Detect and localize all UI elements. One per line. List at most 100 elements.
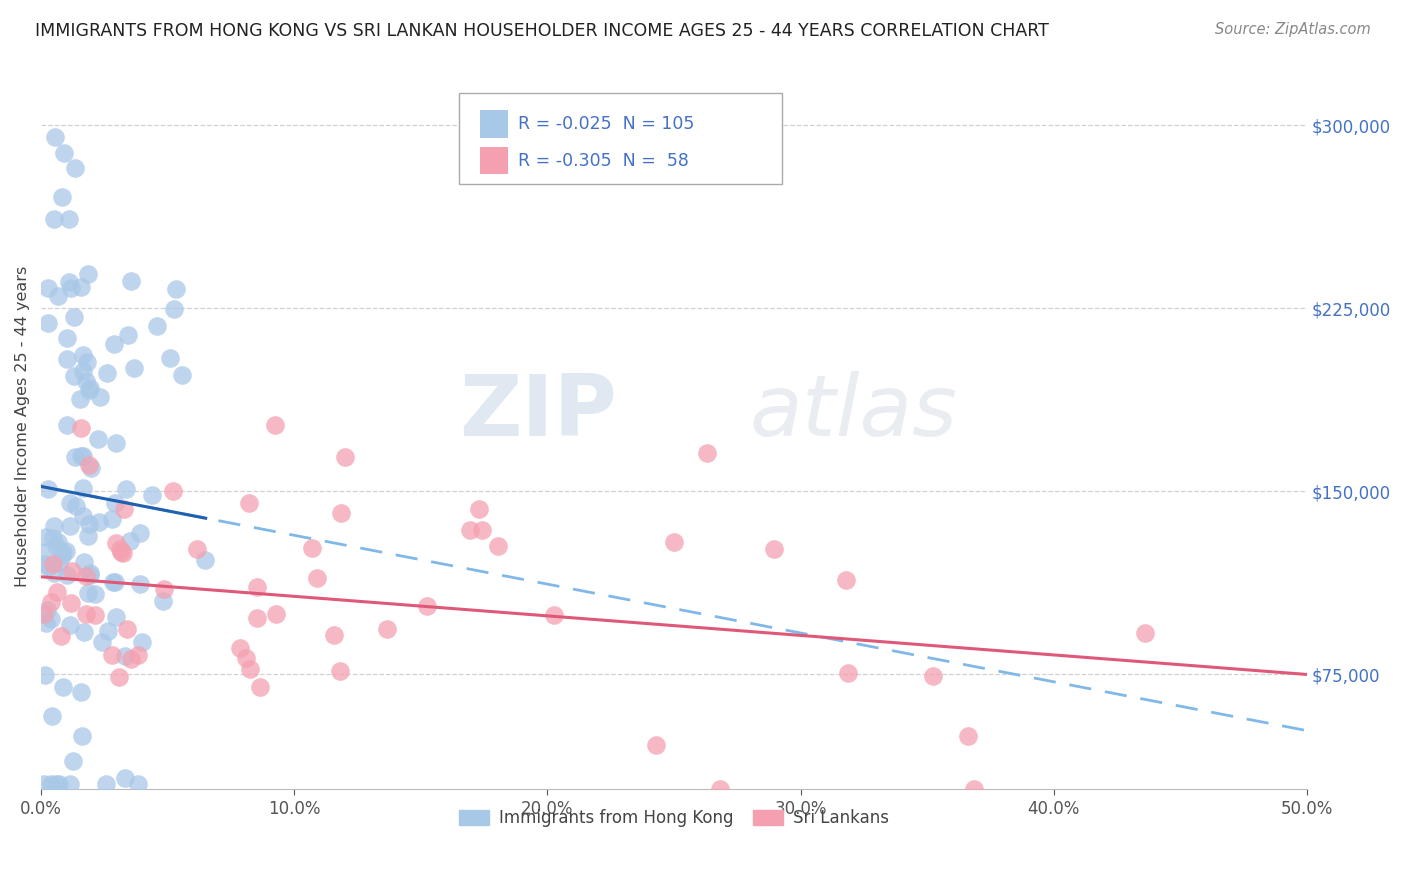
Text: R = -0.025  N = 105: R = -0.025 N = 105	[519, 115, 695, 133]
Point	[51, 549, 73, 563]
Point	[79, 458, 101, 472]
Point	[58, 211, 80, 226]
Point	[153, 582, 176, 596]
Point	[59, 496, 82, 510]
Point	[127, 777, 149, 791]
Point	[471, 523, 494, 537]
Point	[194, 552, 217, 566]
Point	[141, 488, 163, 502]
Point	[96, 367, 118, 381]
FancyBboxPatch shape	[458, 93, 782, 184]
Point	[229, 641, 252, 656]
Point	[77, 529, 100, 543]
Point	[42, 211, 65, 226]
Point	[117, 327, 139, 342]
Point	[75, 375, 97, 389]
Point	[42, 531, 65, 545]
Point	[246, 611, 269, 625]
Point	[543, 607, 565, 622]
Point	[105, 536, 128, 550]
Point	[46, 585, 69, 599]
Point	[128, 576, 150, 591]
Point	[103, 574, 125, 589]
Point	[112, 502, 135, 516]
Point	[55, 352, 77, 367]
Point	[246, 580, 269, 594]
Point	[37, 559, 59, 574]
Point	[263, 418, 285, 433]
FancyBboxPatch shape	[481, 111, 508, 138]
Point	[114, 771, 136, 785]
Text: Source: ZipAtlas.com: Source: ZipAtlas.com	[1215, 22, 1371, 37]
Point	[166, 282, 188, 296]
Point	[59, 596, 82, 610]
Point	[87, 515, 110, 529]
Point	[79, 567, 101, 582]
Point	[117, 622, 139, 636]
Point	[41, 709, 63, 723]
Point	[70, 280, 93, 294]
Point	[72, 364, 94, 378]
FancyBboxPatch shape	[481, 146, 508, 174]
Point	[48, 777, 70, 791]
Point	[101, 512, 124, 526]
Point	[152, 594, 174, 608]
Point	[645, 738, 668, 752]
Point	[763, 541, 786, 556]
Point	[1133, 626, 1156, 640]
Point	[333, 450, 356, 464]
Point	[59, 518, 82, 533]
Point	[56, 331, 79, 345]
Point	[62, 368, 84, 383]
Point	[837, 666, 859, 681]
Point	[170, 368, 193, 383]
Point	[266, 607, 288, 622]
Point	[59, 617, 82, 632]
Text: atlas: atlas	[749, 371, 957, 454]
Point	[63, 161, 86, 175]
Point	[77, 585, 100, 599]
Point	[72, 482, 94, 496]
Point	[458, 524, 481, 538]
Point	[118, 534, 141, 549]
Point	[120, 273, 142, 287]
Point	[79, 566, 101, 581]
Point	[101, 648, 124, 663]
Point	[59, 777, 82, 791]
Point	[104, 610, 127, 624]
Point	[103, 575, 125, 590]
Point	[37, 483, 59, 497]
Point	[62, 754, 84, 768]
Point	[34, 557, 56, 571]
Point	[131, 635, 153, 649]
Point	[49, 629, 72, 643]
Point	[239, 662, 262, 676]
Point	[96, 777, 118, 791]
Point	[416, 599, 439, 613]
Point	[46, 535, 69, 549]
Point	[330, 507, 353, 521]
Point	[63, 450, 86, 464]
Point	[32, 545, 55, 559]
Point	[84, 607, 107, 622]
Point	[103, 336, 125, 351]
Text: R = -0.305  N =  58: R = -0.305 N = 58	[519, 152, 689, 169]
Point	[124, 360, 146, 375]
Point	[104, 435, 127, 450]
Point	[60, 564, 83, 578]
Point	[957, 729, 980, 743]
Point	[69, 685, 91, 699]
Point	[45, 777, 67, 791]
Point	[329, 664, 352, 678]
Point	[159, 351, 181, 365]
Point	[77, 383, 100, 397]
Point	[65, 499, 87, 513]
Point	[72, 348, 94, 362]
Point	[235, 651, 257, 665]
Point	[963, 782, 986, 797]
Point	[51, 189, 73, 203]
Point	[42, 557, 65, 571]
Point	[42, 518, 65, 533]
Point	[79, 381, 101, 395]
Point	[34, 615, 56, 630]
